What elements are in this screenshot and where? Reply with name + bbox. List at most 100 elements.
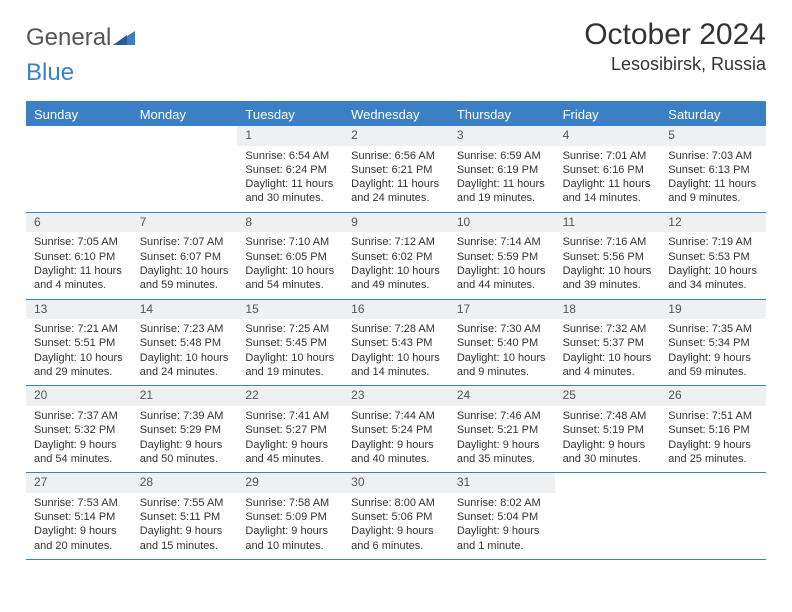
month-title: October 2024 (584, 18, 766, 52)
sunset-text: Sunset: 6:21 PM (351, 163, 441, 177)
day-number: 13 (26, 300, 132, 320)
sunset-text: Sunset: 5:32 PM (34, 423, 124, 437)
week-row: 1Sunrise: 6:54 AMSunset: 6:24 PMDaylight… (26, 126, 766, 213)
daylight-text: Daylight: 10 hours and 4 minutes. (563, 351, 653, 380)
day-number: 23 (343, 386, 449, 406)
sunset-text: Sunset: 5:48 PM (140, 336, 230, 350)
sunset-text: Sunset: 5:51 PM (34, 336, 124, 350)
sunset-text: Sunset: 5:11 PM (140, 510, 230, 524)
day-detail: Sunrise: 7:19 AMSunset: 5:53 PMDaylight:… (660, 232, 766, 298)
sunset-text: Sunset: 5:27 PM (245, 423, 335, 437)
title-block: October 2024 Lesosibirsk, Russia (584, 18, 766, 75)
calendar-cell: 24Sunrise: 7:46 AMSunset: 5:21 PMDayligh… (449, 386, 555, 472)
day-detail: Sunrise: 8:02 AMSunset: 5:04 PMDaylight:… (449, 493, 555, 559)
location: Lesosibirsk, Russia (584, 54, 766, 75)
calendar-cell: 18Sunrise: 7:32 AMSunset: 5:37 PMDayligh… (555, 300, 661, 386)
sunset-text: Sunset: 5:56 PM (563, 250, 653, 264)
day-number: 22 (237, 386, 343, 406)
sunset-text: Sunset: 6:07 PM (140, 250, 230, 264)
sunrise-text: Sunrise: 7:12 AM (351, 235, 441, 249)
calendar-cell: 27Sunrise: 7:53 AMSunset: 5:14 PMDayligh… (26, 473, 132, 559)
day-number: 31 (449, 473, 555, 493)
day-number: 3 (449, 126, 555, 146)
sunrise-text: Sunrise: 7:32 AM (563, 322, 653, 336)
daylight-text: Daylight: 9 hours and 50 minutes. (140, 438, 230, 467)
calendar-cell: 26Sunrise: 7:51 AMSunset: 5:16 PMDayligh… (660, 386, 766, 472)
sunset-text: Sunset: 6:13 PM (668, 163, 758, 177)
sunrise-text: Sunrise: 7:14 AM (457, 235, 547, 249)
calendar-cell: 14 Sunrise: 7:23 AMSunset: 5:48 PMDayligh… (132, 300, 238, 386)
daylight-text: Daylight: 10 hours and 29 minutes. (34, 351, 124, 380)
day-header-cell: Wednesday (343, 103, 449, 126)
sunset-text: Sunset: 5:29 PM (140, 423, 230, 437)
sunrise-text: Sunrise: 7:28 AM (351, 322, 441, 336)
day-number: 29 (237, 473, 343, 493)
sunrise-text: Sunrise: 6:56 AM (351, 149, 441, 163)
daylight-text: Daylight: 10 hours and 39 minutes. (563, 264, 653, 293)
sunrise-text: Sunrise: 7:25 AM (245, 322, 335, 336)
calendar-cell: 11Sunrise: 7:16 AMSunset: 5:56 PMDayligh… (555, 213, 661, 299)
sunrise-text: Sunrise: 8:02 AM (457, 496, 547, 510)
day-header-cell: Friday (555, 103, 661, 126)
sunrise-text: Sunrise: 7:23 AM (140, 322, 230, 336)
sunrise-text: Sunrise: 7:37 AM (34, 409, 124, 423)
daylight-text: Daylight: 10 hours and 24 minutes. (140, 351, 230, 380)
day-header-cell: Thursday (449, 103, 555, 126)
day-detail: Sunrise: 7:41 AMSunset: 5:27 PMDaylight:… (237, 406, 343, 472)
sunset-text: Sunset: 5:09 PM (245, 510, 335, 524)
daylight-text: Daylight: 9 hours and 1 minute. (457, 524, 547, 553)
day-number: 4 (555, 126, 661, 146)
sunrise-text: Sunrise: 7:41 AM (245, 409, 335, 423)
calendar-cell: 28Sunrise: 7:55 AMSunset: 5:11 PMDayligh… (132, 473, 238, 559)
calendar-cell (660, 473, 766, 559)
sunrise-text: Sunrise: 7:48 AM (563, 409, 653, 423)
calendar-cell: 6Sunrise: 7:05 AMSunset: 6:10 PMDaylight… (26, 213, 132, 299)
day-number: 30 (343, 473, 449, 493)
day-detail: Sunrise: 7:46 AMSunset: 5:21 PMDaylight:… (449, 406, 555, 472)
calendar-cell: 16Sunrise: 7:28 AMSunset: 5:43 PMDayligh… (343, 300, 449, 386)
day-number: 19 (660, 300, 766, 320)
daylight-text: Daylight: 11 hours and 24 minutes. (351, 177, 441, 206)
day-header-cell: Sunday (26, 103, 132, 126)
calendar-cell: 29Sunrise: 7:58 AMSunset: 5:09 PMDayligh… (237, 473, 343, 559)
week-row: 13Sunrise: 7:21 AMSunset: 5:51 PMDayligh… (26, 300, 766, 387)
day-number: 8 (237, 213, 343, 233)
day-detail: Sunrise: 8:00 AMSunset: 5:06 PMDaylight:… (343, 493, 449, 559)
calendar-cell: 4Sunrise: 7:01 AMSunset: 6:16 PMDaylight… (555, 126, 661, 212)
sunrise-text: Sunrise: 7:30 AM (457, 322, 547, 336)
daylight-text: Daylight: 10 hours and 49 minutes. (351, 264, 441, 293)
calendar-cell: 2Sunrise: 6:56 AMSunset: 6:21 PMDaylight… (343, 126, 449, 212)
sunset-text: Sunset: 6:16 PM (563, 163, 653, 177)
day-number: 14 (132, 300, 238, 320)
day-number: 16 (343, 300, 449, 320)
day-detail: Sunrise: 7:01 AMSunset: 6:16 PMDaylight:… (555, 146, 661, 212)
daylight-text: Daylight: 10 hours and 14 minutes. (351, 351, 441, 380)
day-detail: Sunrise: 7:48 AMSunset: 5:19 PMDaylight:… (555, 406, 661, 472)
sunrise-text: Sunrise: 7:01 AM (563, 149, 653, 163)
calendar-cell: 20Sunrise: 7:37 AMSunset: 5:32 PMDayligh… (26, 386, 132, 472)
daylight-text: Daylight: 10 hours and 9 minutes. (457, 351, 547, 380)
sunset-text: Sunset: 5:24 PM (351, 423, 441, 437)
calendar-cell: 8Sunrise: 7:10 AMSunset: 6:05 PMDaylight… (237, 213, 343, 299)
calendar-cell: 31Sunrise: 8:02 AMSunset: 5:04 PMDayligh… (449, 473, 555, 559)
day-detail: Sunrise: 7:03 AMSunset: 6:13 PMDaylight:… (660, 146, 766, 212)
day-detail: Sunrise: 7:12 AMSunset: 6:02 PMDaylight:… (343, 232, 449, 298)
daylight-text: Daylight: 10 hours and 34 minutes. (668, 264, 758, 293)
calendar-cell: 5Sunrise: 7:03 AMSunset: 6:13 PMDaylight… (660, 126, 766, 212)
sunset-text: Sunset: 5:45 PM (245, 336, 335, 350)
day-number (660, 473, 766, 477)
sunset-text: Sunset: 6:02 PM (351, 250, 441, 264)
sunrise-text: Sunrise: 7:58 AM (245, 496, 335, 510)
day-detail: Sunrise: 7:10 AMSunset: 6:05 PMDaylight:… (237, 232, 343, 298)
sunset-text: Sunset: 5:40 PM (457, 336, 547, 350)
sunset-text: Sunset: 5:19 PM (563, 423, 653, 437)
calendar-cell (555, 473, 661, 559)
sunrise-text: Sunrise: 6:54 AM (245, 149, 335, 163)
sunset-text: Sunset: 5:53 PM (668, 250, 758, 264)
sunrise-text: Sunrise: 8:00 AM (351, 496, 441, 510)
sunset-text: Sunset: 5:16 PM (668, 423, 758, 437)
sunset-text: Sunset: 5:34 PM (668, 336, 758, 350)
calendar-cell (132, 126, 238, 212)
daylight-text: Daylight: 9 hours and 59 minutes. (668, 351, 758, 380)
sunrise-text: Sunrise: 7:53 AM (34, 496, 124, 510)
